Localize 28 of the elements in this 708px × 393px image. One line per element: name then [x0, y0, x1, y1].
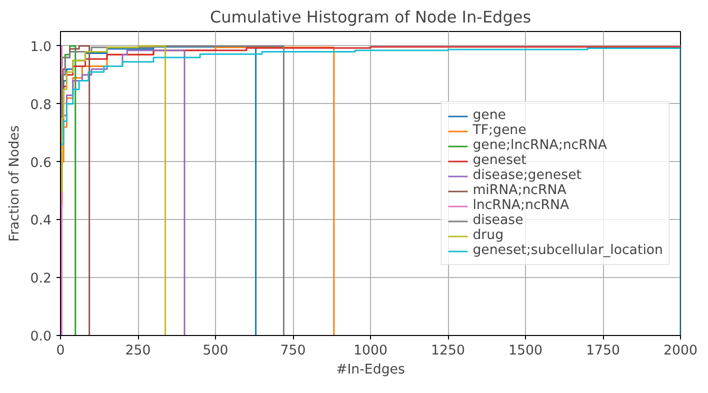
legend-label: miRNA;ncRNA: [472, 183, 566, 198]
x-axis-title: #In-Edges: [336, 362, 405, 378]
legend-label: gene;lncRNA;ncRNA: [472, 138, 607, 153]
x-tick-label: 0: [56, 344, 65, 358]
y-tick-label: 0.8: [30, 98, 52, 113]
legend-label: TF;gene: [472, 123, 526, 138]
x-tick-label: 500: [202, 344, 228, 358]
legend-label: disease;geneset: [472, 168, 582, 183]
legend-label: lncRNA;ncRNA: [472, 198, 570, 213]
y-tick-label: 0.2: [30, 272, 52, 287]
x-tick-label: 2000: [664, 344, 698, 358]
x-tick-label: 1000: [354, 344, 388, 358]
x-tick-label: 250: [125, 344, 151, 358]
chart-title: Cumulative Histogram of Node In-Edges: [210, 8, 532, 26]
legend-label: geneset;subcellular_location: [472, 243, 663, 258]
x-tick-label: 1750: [586, 344, 620, 358]
legend-label: geneset: [472, 153, 526, 168]
legend-label: gene: [472, 108, 506, 123]
y-tick-label: 1.0: [30, 40, 52, 55]
x-tick-label: 1500: [508, 344, 542, 358]
y-axis-title: Fraction of Nodes: [7, 125, 22, 242]
legend-label: disease: [472, 213, 524, 228]
legend-label: drug: [472, 228, 504, 243]
y-tick-label: 0.4: [30, 214, 52, 229]
x-tick-label: 750: [280, 344, 306, 358]
x-tick-label: 1250: [431, 344, 465, 358]
y-tick-label: 0.6: [30, 156, 52, 171]
y-tick-label: 0.0: [30, 330, 52, 344]
